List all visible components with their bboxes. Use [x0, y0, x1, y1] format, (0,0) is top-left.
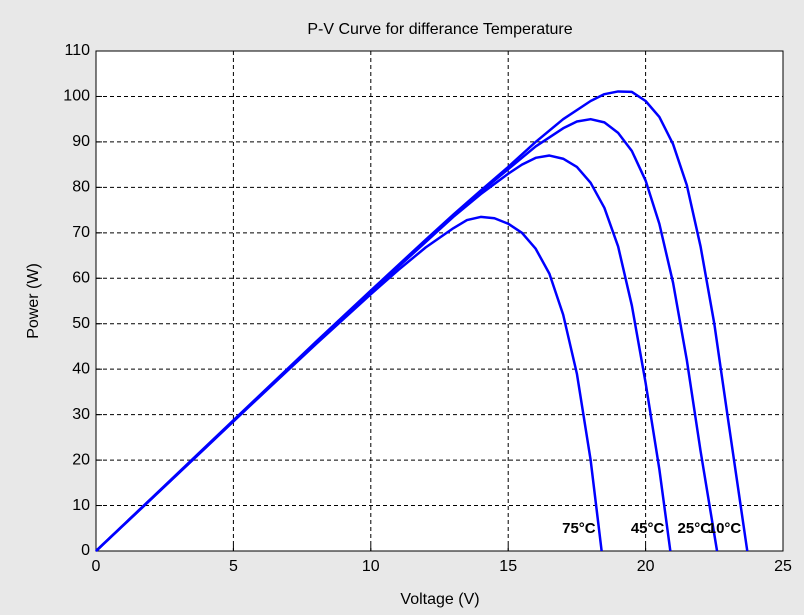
- y-tick-label: 70: [72, 224, 90, 241]
- plot-border: [95, 50, 784, 552]
- x-tick-label: 25: [774, 558, 792, 575]
- series-name: 45°C: [631, 520, 665, 537]
- x-tick-label: 15: [499, 558, 517, 575]
- y-tick-label: 20: [72, 451, 90, 468]
- x-tick-label: 20: [637, 558, 655, 575]
- y-tick-label: 40: [72, 360, 90, 377]
- plot-area: [95, 50, 784, 552]
- y-tick-label: 0: [81, 542, 90, 559]
- series-line: [95, 90, 749, 552]
- y-tick-label: 50: [72, 315, 90, 332]
- x-tick-label: 10: [362, 558, 380, 575]
- y-axis-label: Power (W): [25, 263, 42, 339]
- x-axis-label: Voltage (V): [400, 591, 479, 608]
- series-name: 75°C: [562, 520, 596, 537]
- series-name: 25°C: [678, 520, 712, 537]
- y-tick-label: 100: [63, 88, 90, 105]
- y-tick-label: 30: [72, 406, 90, 423]
- x-tick-label: 5: [229, 558, 238, 575]
- chart-title: P-V Curve for differance Temperature: [307, 21, 572, 38]
- y-tick-label: 90: [72, 133, 90, 150]
- series-name: 10°C: [708, 520, 742, 537]
- x-tick-label: 0: [92, 558, 101, 575]
- y-tick-label: 80: [72, 179, 90, 196]
- y-tick-label: 110: [64, 42, 90, 59]
- y-tick-label: 60: [72, 269, 90, 286]
- y-tick-label: 10: [72, 497, 90, 514]
